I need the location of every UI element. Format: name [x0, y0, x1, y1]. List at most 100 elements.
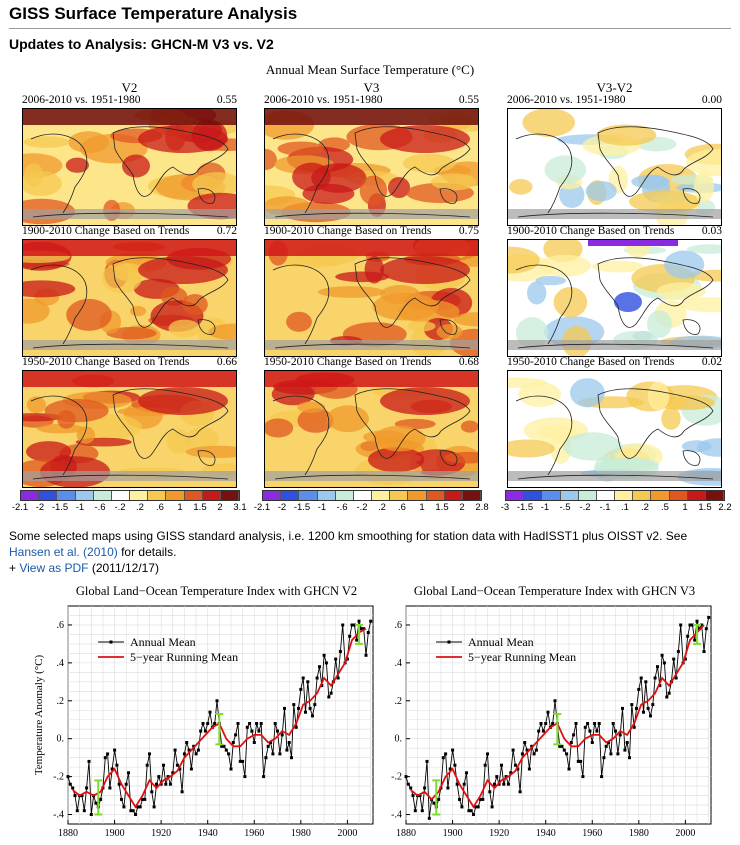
hansen-link[interactable]: Hansen et al. (2010)	[9, 545, 118, 559]
annual-mean-point	[604, 744, 608, 748]
note-text: Some selected maps using GISS standard a…	[9, 529, 688, 543]
annual-mean-point	[322, 653, 326, 657]
annual-mean-point	[483, 763, 487, 767]
scale-swatch	[75, 491, 94, 500]
note-text-end: for details.	[117, 545, 177, 559]
annual-mean-point	[441, 756, 445, 760]
annual-mean-point	[196, 748, 200, 752]
annual-mean-point	[87, 759, 91, 763]
annual-mean-point	[607, 741, 611, 744]
scale-tick-label: 2.2	[718, 502, 732, 513]
annual-mean-point	[493, 782, 496, 786]
map-caption: 1900-2010 Change Based on Trends	[507, 225, 675, 237]
annual-mean-point	[707, 615, 711, 619]
annual-mean-point	[362, 627, 366, 631]
annual-mean-point	[276, 729, 279, 733]
annual-mean-point	[173, 748, 177, 752]
annual-mean-point	[653, 676, 657, 680]
annual-mean-point	[189, 767, 193, 771]
temperature-map	[264, 239, 479, 357]
scale-swatch	[506, 491, 525, 500]
annual-mean-point	[252, 741, 256, 744]
annual-mean-point	[628, 756, 631, 760]
y-tick-label: -.4	[53, 810, 64, 821]
annual-mean-point	[590, 741, 594, 744]
annual-mean-point	[313, 703, 317, 707]
annual-mean-point	[82, 809, 86, 813]
annual-mean-point	[651, 703, 655, 707]
scale-tick-label: -.1	[599, 502, 611, 513]
annual-mean-point	[89, 813, 93, 816]
y-tick-label: .2	[395, 696, 403, 707]
view-pdf-link[interactable]: View as PDF	[19, 561, 89, 575]
annual-mean-point	[423, 786, 427, 790]
annual-mean-point	[68, 782, 72, 786]
annual-mean-point	[667, 691, 671, 695]
annual-mean-point	[506, 782, 510, 786]
annual-mean-point	[113, 748, 117, 752]
annual-mean-point	[700, 623, 704, 627]
annual-mean-point	[269, 741, 273, 744]
y-axis-label: Temperature Anomaly (°C)	[33, 655, 45, 776]
map-mean-value: 0.68	[458, 356, 479, 368]
x-tick-label: 1900	[443, 828, 463, 839]
annual-mean-point	[241, 759, 245, 763]
map-mean-value: 0.55	[216, 94, 237, 106]
chart-ghcn-v3: Global Land−Ocean Temperature Index with…	[391, 584, 712, 839]
scale-swatch	[372, 491, 391, 500]
scale-swatch	[615, 491, 634, 500]
scale-tick-label: .2	[378, 502, 386, 513]
scale-tick-label: 1.5	[193, 502, 207, 513]
annual-mean-point	[479, 797, 482, 801]
annual-mean-point	[103, 756, 107, 760]
annual-mean-point	[437, 797, 441, 801]
annual-mean-point	[138, 805, 142, 809]
x-tick-label: 1900	[105, 828, 125, 839]
color-scale: -3 -1.5 -1 -.5 -.2 -.1 .1 .2 .5 1 1.5 2.2	[501, 490, 732, 513]
scale-swatch	[166, 491, 185, 500]
annual-mean-point	[150, 790, 154, 794]
annual-mean-point	[162, 763, 165, 767]
annual-mean-point	[469, 809, 473, 813]
annual-mean-point	[292, 703, 296, 707]
annual-mean-point	[122, 805, 126, 809]
x-tick-label: 1880	[58, 828, 78, 839]
annual-mean-point	[66, 775, 70, 779]
annual-mean-point	[224, 748, 228, 752]
annual-mean-point	[131, 809, 135, 813]
scale-swatch	[651, 491, 670, 500]
annual-mean-point	[285, 748, 289, 752]
annual-mean-point	[532, 752, 536, 756]
scale-swatch	[130, 491, 149, 500]
maps-title: Annual Mean Surface Temperature (°C)	[265, 62, 475, 77]
annual-mean-point	[187, 748, 191, 752]
annual-mean-point	[348, 634, 352, 638]
annual-mean-point	[539, 722, 543, 725]
annual-mean-point	[695, 619, 699, 623]
annual-mean-point	[623, 748, 627, 752]
scale-tick-label: .6	[398, 502, 406, 513]
annual-mean-point	[455, 782, 459, 786]
map-mean-value: 0.72	[216, 225, 237, 237]
annual-mean-point	[306, 680, 310, 684]
scale-tick-label: -2.1	[11, 502, 29, 513]
scale-tick-label: 2	[217, 502, 223, 513]
scale-swatch	[202, 491, 221, 500]
annual-mean-point	[595, 729, 599, 733]
annual-mean-point	[534, 748, 538, 752]
annual-mean-point	[676, 650, 680, 653]
annual-mean-point	[334, 657, 338, 661]
scale-swatch	[148, 491, 167, 500]
annual-mean-point	[182, 752, 186, 756]
annual-mean-point	[523, 741, 527, 744]
scale-tick-label: -1.5	[516, 502, 534, 513]
annual-mean-point	[250, 729, 254, 733]
scale-tick-label: -3	[500, 502, 510, 513]
scale-tick-label: -.6	[94, 502, 106, 513]
scale-tick-label: 2	[459, 502, 465, 513]
annual-mean-point	[115, 763, 119, 767]
annual-mean-point	[560, 744, 564, 748]
scale-swatch	[39, 491, 58, 500]
scale-swatch	[669, 491, 688, 500]
temperature-map	[507, 108, 722, 226]
